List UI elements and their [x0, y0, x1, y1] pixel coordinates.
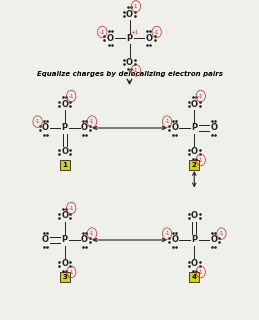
Text: -1: -1	[99, 29, 105, 35]
Text: P: P	[191, 124, 197, 132]
Text: -1: -1	[35, 119, 40, 124]
Text: O: O	[61, 148, 68, 156]
Text: -1: -1	[164, 231, 170, 236]
Text: O: O	[145, 34, 153, 43]
FancyBboxPatch shape	[189, 160, 199, 170]
Text: O: O	[61, 100, 68, 108]
Text: O: O	[42, 236, 49, 244]
Text: O: O	[171, 124, 178, 132]
Text: -1: -1	[68, 205, 74, 211]
Text: 3: 3	[62, 274, 67, 280]
Text: O: O	[210, 124, 217, 132]
FancyBboxPatch shape	[60, 272, 70, 282]
Text: 2: 2	[192, 162, 197, 168]
Text: O: O	[191, 148, 198, 156]
Text: -1: -1	[68, 269, 74, 275]
Text: O: O	[191, 260, 198, 268]
Text: O: O	[61, 212, 68, 220]
FancyBboxPatch shape	[189, 272, 199, 282]
Text: -1: -1	[198, 93, 204, 99]
Text: O: O	[81, 124, 88, 132]
Text: -1: -1	[198, 269, 204, 275]
Text: P: P	[126, 34, 133, 43]
Text: -1: -1	[164, 119, 170, 124]
Text: O: O	[126, 10, 133, 19]
Text: -1: -1	[133, 4, 139, 9]
Text: O: O	[61, 260, 68, 268]
Text: -1: -1	[89, 231, 95, 236]
Text: O: O	[171, 236, 178, 244]
Text: O: O	[210, 236, 217, 244]
Text: +1: +1	[130, 30, 138, 35]
Text: O: O	[42, 124, 49, 132]
Text: Equalize charges by delocalizing electron pairs: Equalize charges by delocalizing electro…	[37, 70, 222, 77]
Text: O: O	[126, 58, 133, 67]
Text: -1: -1	[89, 119, 95, 124]
Text: -1: -1	[68, 93, 74, 99]
Text: -1: -1	[133, 68, 139, 73]
Text: -1: -1	[198, 157, 204, 163]
Text: O: O	[191, 212, 198, 220]
Text: -1: -1	[219, 231, 224, 236]
Text: P: P	[62, 124, 68, 132]
Text: 1: 1	[62, 162, 67, 168]
Text: O: O	[191, 100, 198, 108]
Text: 4: 4	[192, 274, 197, 280]
Text: O: O	[106, 34, 114, 43]
Text: P: P	[62, 236, 68, 244]
Text: P: P	[191, 236, 197, 244]
Text: -1: -1	[154, 29, 160, 35]
Text: O: O	[81, 236, 88, 244]
FancyBboxPatch shape	[60, 160, 70, 170]
